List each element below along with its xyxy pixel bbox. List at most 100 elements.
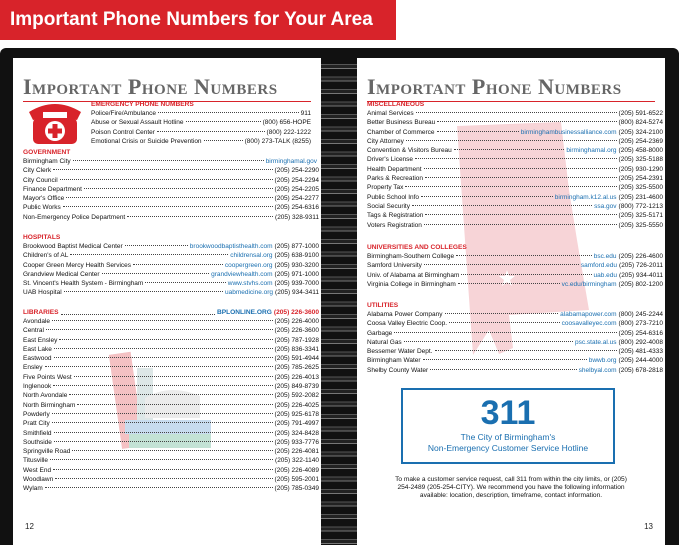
dot-leader xyxy=(53,440,273,442)
dot-leader xyxy=(158,112,299,113)
dot-leader xyxy=(415,112,617,113)
entry-row: Springville Road (205) 226-4081 xyxy=(23,447,319,456)
phone: (205) 836-3341 xyxy=(274,345,319,353)
dot-leader xyxy=(423,223,617,225)
phone: (205) 939-7000 xyxy=(274,280,319,288)
phone: (800) 273-TALK (8255) xyxy=(244,137,311,145)
phone: (205) 726-2011 xyxy=(619,262,663,270)
entry-row: Central (205) 226-3600 xyxy=(23,326,319,335)
entry-row: Five Points West (205) 226-4013 xyxy=(23,373,319,382)
entry-row: Alabama Power Company alabamapower.com (80… xyxy=(367,310,663,319)
section-heading: Libraries bplonline.org (205) 226-3600 xyxy=(23,308,319,317)
entry-row: Parks & Recreation (205) 254-2391 xyxy=(367,174,663,183)
dot-leader xyxy=(44,487,273,489)
entry-row: Better Business Bureau (800) 824-5274 xyxy=(367,118,663,127)
dot-leader xyxy=(436,130,519,132)
entry-name: North Avondale xyxy=(23,392,68,400)
left-page: Important Phone Numbers 12 Emergency Pho… xyxy=(13,58,321,545)
entry-name: Ensley xyxy=(23,364,43,372)
entry-row: Wylam (205) 785-0349 xyxy=(23,484,319,493)
phone: (205) 925-6178 xyxy=(274,410,319,418)
entry-name: Titusville xyxy=(23,457,49,465)
website: coosavalleyec.com xyxy=(561,320,617,328)
phone: (205) 254-2369 xyxy=(618,137,663,145)
dot-leader xyxy=(412,204,593,206)
entry-name: Non-Emergency Police Department xyxy=(23,213,126,221)
entry-row: Property Tax (205) 325-5500 xyxy=(367,183,663,192)
dot-leader xyxy=(405,139,617,141)
entry-name: City Council xyxy=(23,176,58,184)
entry-name: Poison Control Center xyxy=(91,128,155,136)
entry-row: Smithfield (205) 324-8428 xyxy=(23,429,319,438)
dot-leader xyxy=(51,412,273,414)
page-number: 13 xyxy=(644,522,653,531)
dot-leader xyxy=(101,272,210,274)
entry-name: East Ensley xyxy=(23,336,58,344)
entry-name: Health Department xyxy=(367,165,422,173)
website: samford.edu xyxy=(580,262,618,270)
section: Government Birmingham City birminghamal.go… xyxy=(23,148,319,222)
dot-leader xyxy=(55,478,273,480)
dot-leader xyxy=(44,366,273,368)
entry-name: Abuse or Sexual Assault Hotline xyxy=(91,119,184,127)
dot-leader xyxy=(124,245,188,246)
website: birminghamal.org xyxy=(566,147,617,155)
dot-leader xyxy=(70,254,229,256)
entry-name: East Lake xyxy=(23,345,52,353)
entry-name: Univ. of Alabama at Birmingham xyxy=(367,271,460,279)
phone: (205) 244-4000 xyxy=(618,357,663,365)
hotline-box: 311 The City of Birmingham's Non-Emergen… xyxy=(401,388,615,464)
entry-row: Powderly (205) 925-6178 xyxy=(23,410,319,419)
entry-row: Public Works (205) 254-6316 xyxy=(23,203,319,212)
entry-name: Woodlawn xyxy=(23,476,54,484)
phone: (205) 231-4600 xyxy=(618,193,663,201)
dot-leader xyxy=(430,368,577,370)
dot-leader xyxy=(62,206,273,208)
entry-name: Inglenook xyxy=(23,383,52,391)
website: bplonline.org xyxy=(216,309,272,316)
dot-leader xyxy=(437,121,617,123)
entry-row: Convention & Visitors Bureau birminghamal… xyxy=(367,146,663,155)
dot-leader xyxy=(53,169,273,171)
phone: (205) 971-1000 xyxy=(274,270,319,278)
entry-name: Public School Info xyxy=(367,193,420,201)
entry-row: Grandview Medical Center grandviewhealth.… xyxy=(23,270,319,279)
entry-name: Tags & Registration xyxy=(367,212,424,220)
phone: (205) 226-4081 xyxy=(274,448,319,456)
website: uabmedicine.org xyxy=(224,289,274,297)
section: Miscellaneous Animal Services (205) 591-65… xyxy=(367,100,663,230)
entry-row: Virginia College in Birmingham vc.edu/bir… xyxy=(367,280,663,289)
entry-row: Inglenook (205) 849-8739 xyxy=(23,382,319,391)
website: birminghamal.gov xyxy=(265,158,317,165)
website: bwwb.org xyxy=(588,357,617,365)
website: birmingham.k12.al.us xyxy=(554,193,617,201)
website: birminghambusinessalliance.com xyxy=(520,128,617,136)
section-heading: Emergency Phone Numbers xyxy=(91,100,311,109)
entry-name: Coosa Valley Electric Coop. xyxy=(367,320,448,328)
dot-leader xyxy=(456,255,592,256)
note: To make a customer service request, call… xyxy=(395,476,627,500)
phone: (205) 322-1140 xyxy=(275,457,319,465)
entry-name: Public Works xyxy=(23,204,61,212)
entry-row: Samford University samford.edu (205) 726-2… xyxy=(367,261,663,270)
entry-name: North Birmingham xyxy=(23,401,76,409)
entry-name: Parks & Recreation xyxy=(367,175,423,183)
dot-leader xyxy=(53,357,273,359)
dot-leader xyxy=(203,139,243,141)
website: coopergreen.org xyxy=(224,261,273,269)
entry-row: Avondale (205) 226-4000 xyxy=(23,317,319,326)
entry-name: Social Security xyxy=(367,202,410,210)
phone: (205) 226-4013 xyxy=(274,373,319,381)
dot-leader xyxy=(72,160,264,161)
phone: (205) 226-4089 xyxy=(274,466,319,474)
website: vc.edu/birmingham xyxy=(561,280,617,288)
dot-leader xyxy=(77,403,273,405)
hotline-text: The City of Birmingham's xyxy=(460,432,556,442)
entry-row: Driver's License (205) 325-5188 xyxy=(367,155,663,164)
entry-name: Five Points West xyxy=(23,373,72,381)
entry-name: Property Tax xyxy=(367,184,404,192)
entry-name: West End xyxy=(23,466,52,474)
entry-row: Abuse or Sexual Assault Hotline (800) 656… xyxy=(91,118,311,127)
entry-row: City Council (205) 254-2294 xyxy=(23,176,319,185)
entry-row: Birmingham-Southern College bsc.edu (205) … xyxy=(367,252,663,261)
